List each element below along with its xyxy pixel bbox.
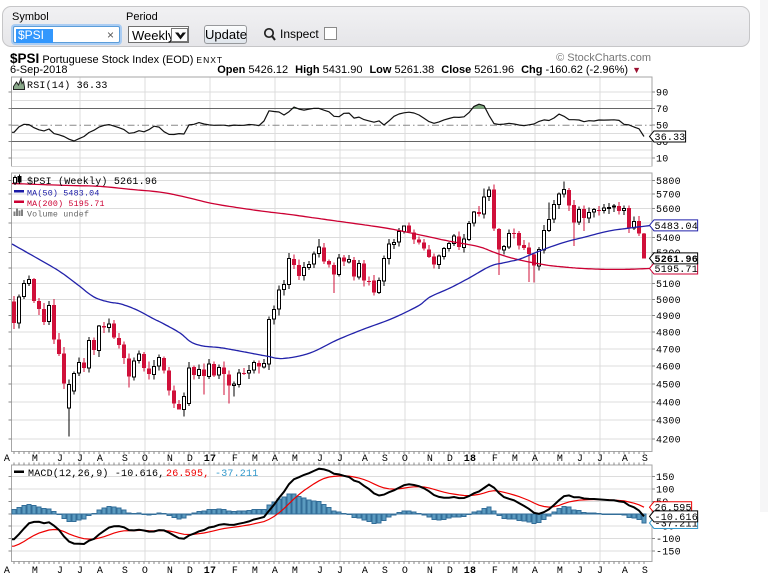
svg-text:MA(50) 5483.04: MA(50) 5483.04 [27,189,100,199]
svg-text:-150: -150 [656,547,681,558]
svg-text:O: O [142,566,148,577]
svg-text:-10.616: -10.616 [655,513,698,524]
svg-text:Volume undef: Volume undef [27,210,89,220]
svg-text:A: A [272,566,278,577]
svg-text:A: A [622,566,628,577]
svg-text:4200: 4200 [656,436,681,447]
svg-text:30: 30 [656,138,668,149]
svg-text:MACD(12,26,9) -10.616,: MACD(12,26,9) -10.616, [28,468,164,480]
svg-text:J: J [597,454,603,465]
svg-text:S: S [382,566,388,577]
svg-text:O: O [142,454,148,465]
svg-text:O: O [402,454,408,465]
svg-text:S: S [642,454,648,465]
svg-text:150: 150 [656,473,675,484]
svg-text:S: S [122,566,128,577]
svg-text:4300: 4300 [656,417,681,428]
svg-text:S: S [642,566,648,577]
svg-text:M: M [32,566,38,577]
svg-text:M: M [252,566,258,577]
svg-text:N: N [167,454,173,465]
svg-text:J: J [77,566,83,577]
svg-text:J: J [77,454,83,465]
svg-text:5600: 5600 [656,205,681,216]
svg-text:RSI(14) 36.33: RSI(14) 36.33 [27,80,108,92]
svg-text:5700: 5700 [656,191,681,202]
svg-text:A: A [272,454,278,465]
svg-text:M: M [292,454,298,465]
svg-text:D: D [187,566,193,577]
svg-text:A: A [362,566,368,577]
svg-text:5483.04: 5483.04 [655,222,698,233]
svg-text:J: J [577,454,583,465]
svg-text:17: 17 [204,454,216,465]
svg-text:-37.211: -37.211 [215,469,258,480]
svg-text:J: J [57,454,63,465]
svg-text:J: J [57,566,63,577]
svg-text:M: M [512,566,518,577]
svg-text:4800: 4800 [656,329,681,340]
svg-text:26.595,: 26.595, [166,469,209,480]
svg-text:J: J [337,454,343,465]
svg-text:F: F [492,566,498,577]
svg-text:100: 100 [656,486,675,497]
svg-text:-100: -100 [656,535,681,546]
svg-text:17: 17 [204,566,216,577]
svg-text:A: A [362,454,368,465]
svg-text:5195.71: 5195.71 [655,265,698,276]
svg-text:18: 18 [464,566,476,577]
svg-text:D: D [447,454,453,465]
svg-text:5400: 5400 [656,234,681,245]
svg-text:A: A [532,566,538,577]
svg-text:4600: 4600 [656,363,681,374]
svg-text:90: 90 [656,89,668,100]
svg-text:S: S [122,454,128,465]
svg-text:N: N [167,566,173,577]
svg-text:J: J [577,566,583,577]
svg-text:5100: 5100 [656,280,681,291]
svg-text:J: J [317,454,323,465]
svg-text:F: F [232,454,238,465]
svg-text:M: M [557,454,563,465]
svg-text:N: N [427,454,433,465]
svg-text:J: J [597,566,603,577]
svg-text:A: A [622,454,628,465]
svg-text:-37.211: -37.211 [655,519,698,530]
svg-text:18: 18 [464,454,476,465]
svg-text:26.595: 26.595 [655,504,692,515]
svg-text:$PSI (Weekly) 5261.96: $PSI (Weekly) 5261.96 [27,176,157,188]
svg-text:4900: 4900 [656,312,681,323]
svg-text:A: A [97,566,103,577]
svg-text:M: M [512,454,518,465]
svg-text:M: M [32,454,38,465]
svg-text:O: O [402,566,408,577]
svg-text:D: D [447,566,453,577]
svg-text:10: 10 [656,155,668,166]
svg-text:M: M [252,454,258,465]
svg-text:N: N [427,566,433,577]
svg-text:S: S [382,454,388,465]
svg-text:70: 70 [656,105,668,116]
svg-text:A: A [532,454,538,465]
svg-text:5800: 5800 [656,177,681,188]
svg-text:M: M [292,566,298,577]
svg-text:J: J [337,566,343,577]
svg-text:50: 50 [656,122,668,133]
svg-text:J: J [317,566,323,577]
svg-text:4700: 4700 [656,345,681,356]
svg-text:4400: 4400 [656,398,681,409]
svg-text:5261.96: 5261.96 [655,255,698,266]
svg-text:5000: 5000 [656,296,681,307]
svg-text:D: D [187,454,193,465]
svg-text:A: A [97,454,103,465]
svg-text:F: F [232,566,238,577]
svg-text:M: M [557,566,563,577]
svg-text:4500: 4500 [656,380,681,391]
svg-text:A: A [4,454,10,465]
svg-text:MA(200) 5195.71: MA(200) 5195.71 [27,199,105,209]
svg-text:F: F [492,454,498,465]
svg-text:A: A [4,566,10,577]
svg-text:36.33: 36.33 [655,133,686,144]
